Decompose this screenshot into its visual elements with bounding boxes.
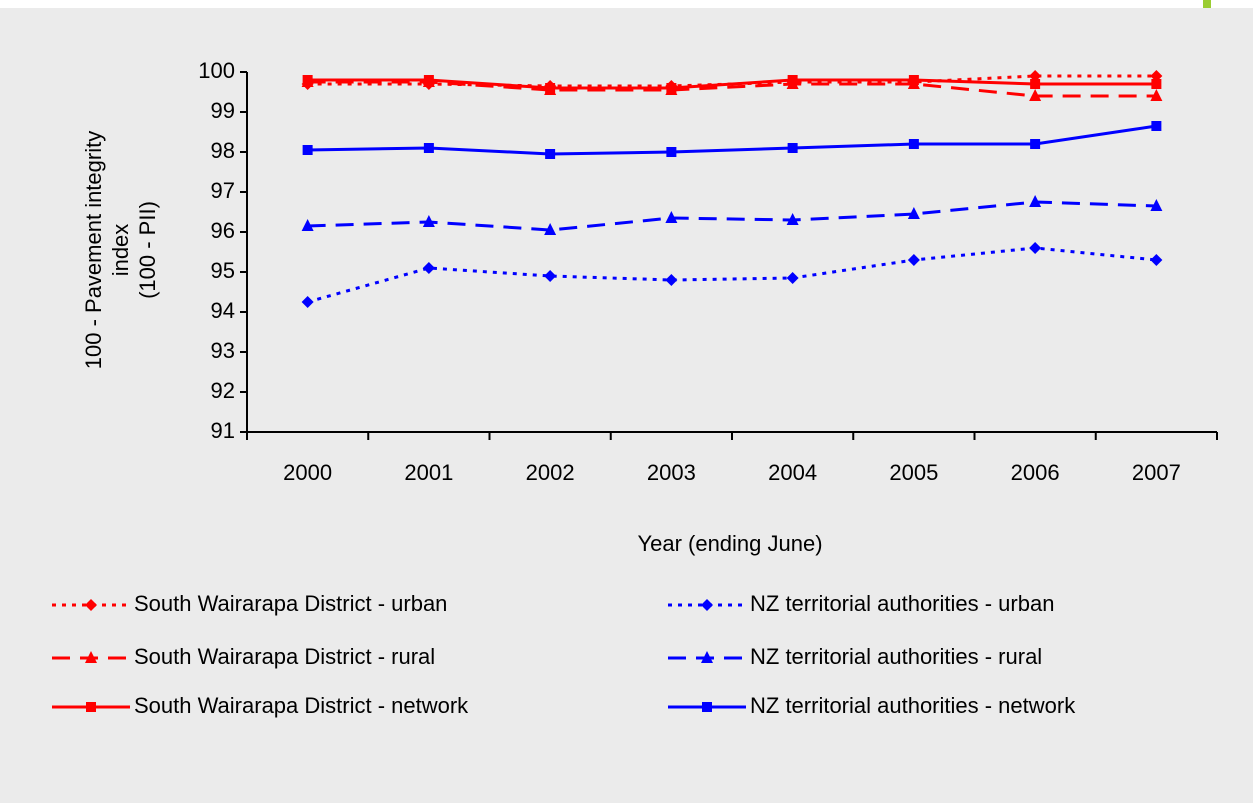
marker [86, 702, 96, 712]
y-tick-label: 96 [211, 218, 235, 243]
marker [1029, 242, 1042, 254]
legend-label: NZ territorial authorities - rural [750, 644, 1042, 669]
marker [545, 149, 556, 159]
y-tick-label: 94 [211, 298, 235, 323]
marker [1030, 79, 1041, 89]
marker [85, 651, 97, 663]
marker [301, 296, 314, 308]
x-tick-label: 2005 [889, 460, 938, 485]
marker [1150, 254, 1163, 266]
marker [1029, 195, 1042, 207]
series-line [307, 200, 1157, 232]
x-tick-label: 2006 [1011, 460, 1060, 485]
marker [1030, 139, 1041, 149]
corner-mark [1203, 0, 1211, 8]
x-tick-label: 2004 [768, 460, 817, 485]
marker [908, 139, 919, 149]
x-axis-label: Year (ending June) [637, 531, 822, 556]
marker [1151, 121, 1162, 131]
marker [786, 213, 799, 225]
y-tick-label: 93 [211, 338, 235, 363]
y-tick-label: 97 [211, 178, 235, 203]
marker [302, 75, 313, 85]
y-axis-label: index [108, 224, 133, 277]
y-tick-label: 91 [211, 418, 235, 443]
marker [422, 262, 435, 274]
y-axis-label: 100 - Pavement integrity [81, 131, 106, 369]
y-tick-label: 95 [211, 258, 235, 283]
marker [787, 143, 798, 153]
marker [908, 75, 919, 85]
y-axis-label: (100 - PII) [135, 201, 160, 299]
marker [786, 272, 799, 284]
marker [665, 274, 678, 286]
marker [422, 215, 435, 227]
series-line [307, 78, 1157, 90]
y-tick-label: 100 [198, 58, 235, 83]
legend-label: NZ territorial authorities - network [750, 693, 1076, 718]
x-tick-label: 2001 [404, 460, 453, 485]
marker [665, 211, 678, 223]
marker [907, 254, 920, 266]
chart-background [0, 8, 1253, 803]
marker [1150, 89, 1163, 101]
marker [544, 223, 557, 235]
marker [787, 75, 798, 85]
x-tick-label: 2003 [647, 460, 696, 485]
y-tick-label: 99 [211, 98, 235, 123]
marker [666, 147, 677, 157]
x-tick-label: 2007 [1132, 460, 1181, 485]
marker [302, 145, 313, 155]
marker [544, 270, 557, 282]
marker [545, 83, 556, 93]
legend-label: South Wairarapa District - urban [134, 591, 447, 616]
legend-label: South Wairarapa District - network [134, 693, 469, 718]
series-line [307, 80, 1157, 98]
marker [1150, 199, 1163, 211]
marker [666, 83, 677, 93]
legend-label: NZ territorial authorities - urban [750, 591, 1054, 616]
marker [701, 651, 713, 663]
marker [85, 599, 97, 611]
marker [1029, 89, 1042, 101]
x-tick-label: 2002 [526, 460, 575, 485]
legend-label: South Wairarapa District - rural [134, 644, 435, 669]
series-line [307, 124, 1157, 156]
marker [702, 702, 712, 712]
y-tick-label: 98 [211, 138, 235, 163]
marker [701, 599, 713, 611]
marker [301, 219, 314, 231]
y-tick-label: 92 [211, 378, 235, 403]
marker [1151, 79, 1162, 89]
x-tick-label: 2000 [283, 460, 332, 485]
marker [423, 143, 434, 153]
marker [423, 75, 434, 85]
marker [907, 207, 920, 219]
